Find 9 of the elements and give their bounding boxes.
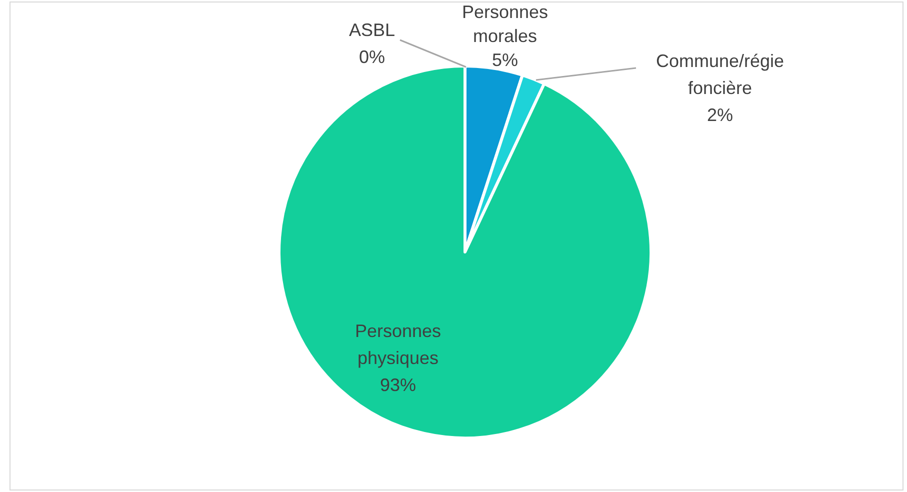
text: 0% xyxy=(358,47,386,67)
pie-slice xyxy=(278,64,652,440)
category-label: ASBL xyxy=(348,20,396,40)
slice-label: Personnes morales xyxy=(462,2,548,46)
slice-label: Personnes physiques xyxy=(354,321,442,368)
data-label: 93% xyxy=(380,375,416,395)
data-label: 2% xyxy=(706,105,734,125)
slice-label: Commune/régie foncière xyxy=(656,51,784,98)
data-label: 5% xyxy=(492,50,518,70)
